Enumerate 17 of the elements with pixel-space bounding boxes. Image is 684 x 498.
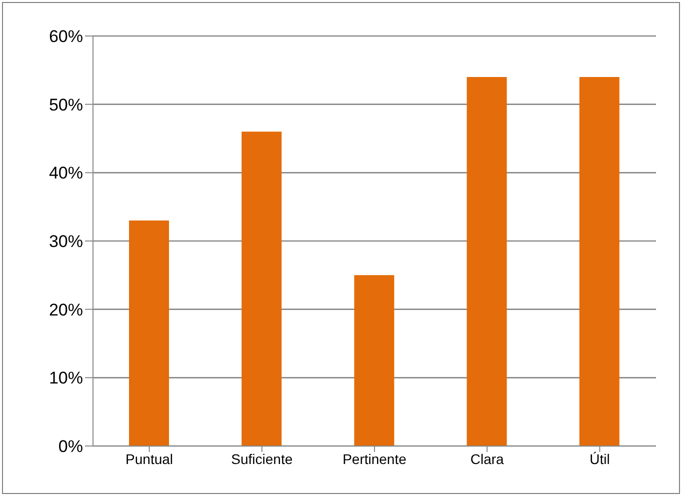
y-tick-label: 30% xyxy=(48,232,83,252)
bar xyxy=(129,220,169,446)
y-tick-label: 50% xyxy=(48,95,83,114)
bar xyxy=(354,275,394,446)
y-tick-label: 0% xyxy=(58,437,83,456)
y-tick-label: 10% xyxy=(48,368,83,388)
bar xyxy=(242,132,282,446)
x-tick-label: Clara xyxy=(470,450,504,467)
y-tick-label: 20% xyxy=(48,300,83,320)
bar xyxy=(466,77,507,446)
x-tick-label: Puntual xyxy=(126,450,174,467)
bar xyxy=(579,77,620,446)
x-tick-label: Pertinente xyxy=(342,450,407,467)
x-tick-label: Suficiente xyxy=(231,450,293,467)
y-tick-label: 60% xyxy=(48,27,83,46)
x-tick-label: Útil xyxy=(590,450,610,467)
y-tick-label: 40% xyxy=(48,164,83,183)
